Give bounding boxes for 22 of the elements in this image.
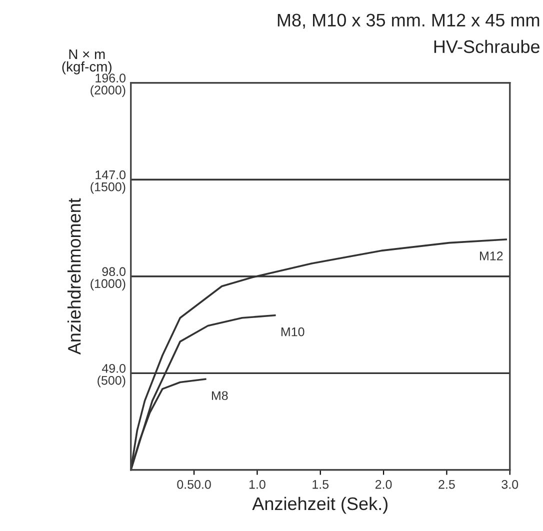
series-label: M12: [480, 252, 503, 260]
text: N × m (kgf-cm): [62, 49, 112, 74]
x-axis-title: Anziehzeit (Sek.): [252, 496, 388, 514]
x-tick-label: 1.5: [312, 480, 329, 489]
x-tick-label: 0.50.0: [177, 480, 211, 489]
x-tick-label: 2.5: [438, 480, 455, 489]
x-tick-label: 1.0: [249, 480, 266, 489]
y-tick-label: 196.0: [96, 74, 126, 82]
y2-tick-label: (2000): [90, 85, 126, 97]
y2-tick-label: (1500): [90, 182, 126, 194]
y2-axis-title: Anziehdrehmoment: [67, 198, 81, 355]
chart-title: M8, M10 x 35 mm. M12 x 45 mm: [278, 14, 540, 29]
x-tick-label: 2.0: [375, 480, 392, 489]
series-label: M8: [212, 391, 228, 400]
chart-subtitle: HV-Schraube: [434, 40, 540, 54]
y-tick-label: 49.0: [102, 364, 126, 373]
y2-tick-label: (500): [98, 376, 126, 388]
y2-tick-label: (1000): [90, 278, 126, 291]
x-tick-label: 3.0: [502, 480, 518, 489]
y-tick-label: 98.0: [102, 267, 126, 276]
y-tick-label: 147.0: [96, 170, 126, 180]
series-label: M10: [281, 327, 304, 336]
